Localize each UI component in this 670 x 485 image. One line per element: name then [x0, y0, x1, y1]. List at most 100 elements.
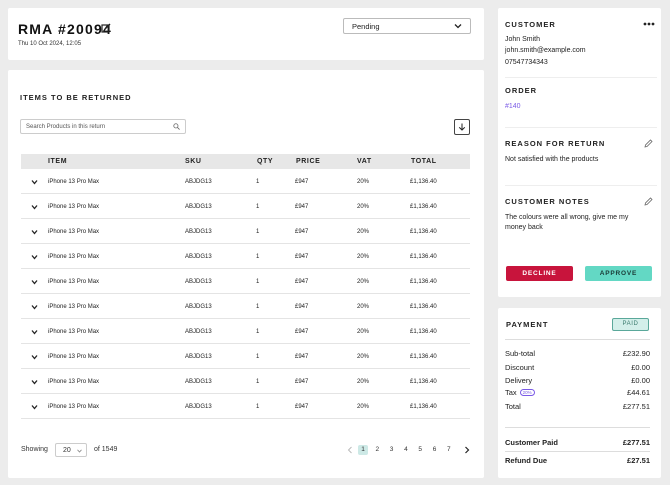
- reason-text: Not satisfied with the products: [505, 156, 599, 163]
- chevron-down-icon[interactable]: [31, 329, 38, 335]
- payment-value: £232.90: [622, 349, 650, 358]
- cell-item: iPhone 13 Pro Max: [48, 404, 100, 410]
- payment-row-subtotal: Sub-total £232.90: [505, 349, 650, 359]
- chevron-right-icon[interactable]: [464, 446, 470, 454]
- cell-qty: 1: [256, 379, 260, 385]
- page-2[interactable]: 2: [375, 446, 380, 453]
- chevron-down-icon[interactable]: [31, 254, 38, 260]
- table-row[interactable]: iPhone 13 Pro Max ABJDG13 1 £947 20% £1,136.4…: [21, 194, 470, 219]
- chevron-left-icon[interactable]: [347, 446, 353, 454]
- cell-vat: 20%: [357, 379, 370, 385]
- table-row[interactable]: iPhone 13 Pro Max ABJDG13 1 £947 20% £1,136.4…: [21, 294, 470, 319]
- cell-vat: 20%: [357, 354, 370, 360]
- cell-total: £1,136.40: [410, 229, 437, 235]
- cell-sku: ABJDG13: [185, 254, 212, 260]
- page-5[interactable]: 5: [418, 446, 422, 453]
- payment-card: PAYMENT PAID Sub-total £232.90 Discount …: [498, 308, 661, 478]
- order-link[interactable]: #140: [505, 103, 521, 110]
- customer-card: CUSTOMER John Smith john.smith@example.c…: [498, 8, 661, 297]
- pencil-icon[interactable]: [644, 197, 653, 206]
- payment-value: £277.51: [622, 402, 650, 411]
- table-row[interactable]: iPhone 13 Pro Max ABJDG13 1 £947 20% £1,136.4…: [21, 269, 470, 294]
- chevron-down-icon[interactable]: [31, 404, 38, 410]
- cell-qty: 1: [256, 254, 260, 260]
- cell-qty: 1: [256, 229, 260, 235]
- approve-button[interactable]: APPROVE: [585, 266, 652, 281]
- chevron-down-icon[interactable]: [31, 204, 38, 210]
- cell-qty: 1: [256, 179, 260, 185]
- cell-item: iPhone 13 Pro Max: [48, 254, 100, 260]
- cell-price: £947: [295, 304, 309, 310]
- cell-sku: ABJDG13: [185, 179, 212, 185]
- cell-price: £947: [295, 204, 309, 210]
- col-sku: SKU: [185, 158, 202, 165]
- cell-total: £1,136.40: [410, 304, 437, 310]
- cell-sku: ABJDG13: [185, 354, 212, 360]
- page-4[interactable]: 4: [404, 446, 408, 453]
- divider: [505, 339, 650, 340]
- table-body: iPhone 13 Pro Max ABJDG13 1 £947 20% £1,136.4…: [21, 169, 470, 419]
- edit-icon[interactable]: [101, 23, 111, 33]
- payment-label: Delivery: [505, 376, 533, 385]
- page-3[interactable]: 3: [389, 446, 394, 453]
- more-options-icon[interactable]: [643, 21, 655, 27]
- page-7[interactable]: 7: [446, 446, 451, 453]
- cell-qty: 1: [256, 329, 260, 335]
- cell-total: £1,136.40: [410, 354, 437, 360]
- table-header: ITEM SKU QTY PRICE VAT TOTAL: [21, 154, 470, 169]
- cell-sku: ABJDG13: [185, 329, 212, 335]
- page-1[interactable]: 1: [358, 445, 368, 455]
- notes-text-line2: money back: [505, 224, 543, 231]
- table-row[interactable]: iPhone 13 Pro Max ABJDG13 1 £947 20% £1,136.4…: [21, 169, 470, 194]
- showing-label: Showing: [21, 446, 48, 453]
- cell-vat: 20%: [357, 304, 370, 310]
- col-qty: QTY: [257, 158, 274, 165]
- cell-sku: ABJDG13: [185, 204, 212, 210]
- customer-email[interactable]: john.smith@example.com: [505, 47, 586, 54]
- cell-total: £1,136.40: [410, 379, 437, 385]
- table-row[interactable]: iPhone 13 Pro Max ABJDG13 1 £947 20% £1,136.4…: [21, 394, 470, 419]
- payment-value: £0.00: [631, 363, 650, 372]
- table-row[interactable]: iPhone 13 Pro Max ABJDG13 1 £947 20% £1,136.4…: [21, 244, 470, 269]
- chevron-down-icon[interactable]: [31, 304, 38, 310]
- cell-price: £947: [295, 329, 309, 335]
- download-button[interactable]: [454, 119, 470, 135]
- chevron-down-icon[interactable]: [31, 229, 38, 235]
- cell-sku: ABJDG13: [185, 229, 212, 235]
- notes-title: CUSTOMER NOTES: [505, 197, 590, 206]
- chevron-down-icon[interactable]: [31, 279, 38, 285]
- chevron-down-icon[interactable]: [31, 379, 38, 385]
- cell-sku: ABJDG13: [185, 404, 212, 410]
- items-card: ITEMS TO BE RETURNED Search Products in …: [8, 70, 484, 478]
- search-input[interactable]: Search Products in this return: [20, 119, 186, 134]
- pencil-icon[interactable]: [644, 139, 653, 148]
- cell-price: £947: [295, 254, 309, 260]
- table-row[interactable]: iPhone 13 Pro Max ABJDG13 1 £947 20% £1,136.4…: [21, 369, 470, 394]
- tax-rate-badge: 20%: [519, 389, 535, 396]
- decline-button[interactable]: DECLINE: [506, 266, 573, 281]
- divider: [505, 127, 657, 128]
- arrow-down-icon: [458, 123, 466, 131]
- customer-name: John Smith: [505, 36, 541, 43]
- cell-item: iPhone 13 Pro Max: [48, 329, 100, 335]
- payment-label: Discount: [505, 363, 535, 372]
- customer-paid-value: £277.51: [622, 438, 650, 447]
- table-row[interactable]: iPhone 13 Pro Max ABJDG13 1 £947 20% £1,136.4…: [21, 344, 470, 369]
- status-select[interactable]: Pending: [343, 18, 471, 34]
- chevron-down-icon[interactable]: [31, 179, 38, 185]
- cell-vat: 20%: [357, 229, 370, 235]
- cell-vat: 20%: [357, 329, 370, 335]
- chevron-down-icon[interactable]: [31, 354, 38, 360]
- col-vat: VAT: [357, 158, 372, 165]
- table-row[interactable]: iPhone 13 Pro Max ABJDG13 1 £947 20% £1,136.4…: [21, 219, 470, 244]
- payment-title: PAYMENT: [506, 320, 549, 329]
- cell-qty: 1: [256, 279, 260, 285]
- cell-vat: 20%: [357, 204, 370, 210]
- per-page-select[interactable]: 20: [55, 443, 87, 457]
- payment-label: Tax: [505, 388, 517, 397]
- table-row[interactable]: iPhone 13 Pro Max ABJDG13 1 £947 20% £1,136.4…: [21, 319, 470, 344]
- page-6[interactable]: 6: [432, 446, 437, 453]
- col-price: PRICE: [296, 158, 321, 165]
- customer-paid-label: Customer Paid: [505, 438, 558, 447]
